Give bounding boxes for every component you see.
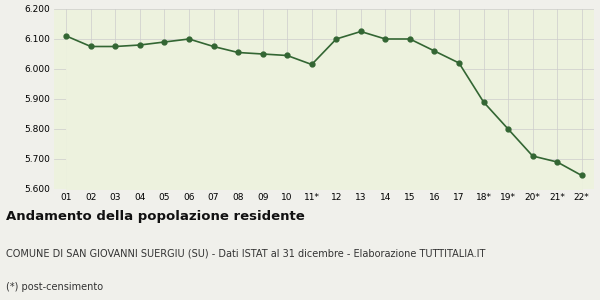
Text: (*) post-censimento: (*) post-censimento (6, 282, 103, 292)
Text: COMUNE DI SAN GIOVANNI SUERGIU (SU) - Dati ISTAT al 31 dicembre - Elaborazione T: COMUNE DI SAN GIOVANNI SUERGIU (SU) - Da… (6, 249, 485, 259)
Text: Andamento della popolazione residente: Andamento della popolazione residente (6, 210, 305, 223)
